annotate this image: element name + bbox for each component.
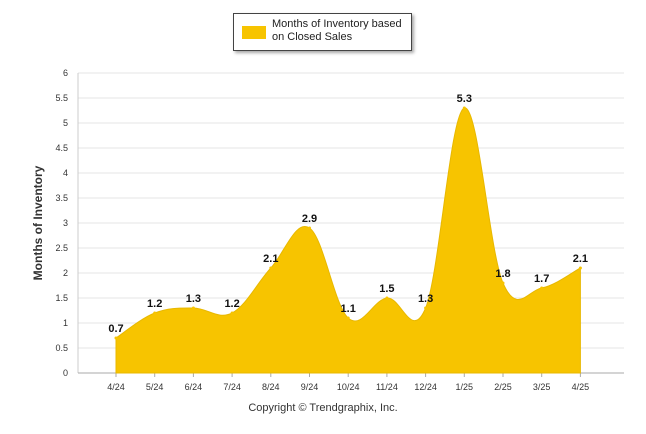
y-tick-labels: 0 0.5 1 1.5 2 2.5 3 3.5 4 4.5 5 5.5 6 xyxy=(55,68,68,378)
data-label: 2.1 xyxy=(573,253,588,265)
x-tick-labels: 4/24 5/24 6/24 7/24 8/24 9/24 10/24 11/24 12/24 1… xyxy=(107,373,589,392)
data-label: 1.7 xyxy=(534,273,549,285)
x-tick-label: 10/24 xyxy=(337,382,360,392)
x-tick-label: 2/25 xyxy=(494,382,512,392)
data-label: 1.1 xyxy=(341,303,356,315)
data-point xyxy=(424,306,428,310)
data-label: 2.9 xyxy=(302,213,317,225)
x-tick-label: 5/24 xyxy=(146,382,164,392)
y-axis-title: Months of Inventory xyxy=(31,165,45,280)
data-point xyxy=(385,296,389,300)
data-label: 1.5 xyxy=(379,283,394,295)
y-tick-label: 1 xyxy=(63,318,68,328)
data-point xyxy=(153,311,157,315)
x-tick-label: 7/24 xyxy=(223,382,241,392)
data-label: 2.1 xyxy=(263,253,278,265)
y-tick-label: 6 xyxy=(63,68,68,78)
x-tick-label: 3/25 xyxy=(533,382,551,392)
data-point xyxy=(501,281,505,285)
data-point xyxy=(191,306,195,310)
legend-swatch xyxy=(242,26,266,39)
data-point xyxy=(540,286,544,290)
y-tick-label: 0.5 xyxy=(55,343,68,353)
data-point xyxy=(346,316,350,320)
data-point xyxy=(462,106,466,110)
y-tick-label: 5.5 xyxy=(55,93,68,103)
data-label: 1.2 xyxy=(224,298,239,310)
y-tick-label: 5 xyxy=(63,118,68,128)
y-tick-label: 0 xyxy=(63,368,68,378)
x-tick-label: 11/24 xyxy=(376,382,398,392)
y-tick-label: 3.5 xyxy=(55,193,68,203)
x-tick-label: 4/24 xyxy=(107,382,125,392)
y-tick-label: 2.5 xyxy=(55,243,68,253)
y-tick-label: 4.5 xyxy=(55,143,68,153)
data-label: 1.3 xyxy=(186,293,201,305)
x-tick-label: 8/24 xyxy=(262,382,280,392)
y-tick-label: 2 xyxy=(63,268,68,278)
data-label: 0.7 xyxy=(108,323,123,335)
data-point xyxy=(269,266,273,270)
data-label: 5.3 xyxy=(457,93,472,105)
y-tick-label: 3 xyxy=(63,218,68,228)
legend: Months of Inventory based on Closed Sale… xyxy=(233,13,412,51)
data-label: 1.8 xyxy=(495,268,510,280)
copyright-text: Copyright © Trendgraphix, Inc. xyxy=(248,402,398,414)
data-point xyxy=(578,266,582,270)
data-point xyxy=(230,311,234,315)
x-tick-label: 4/25 xyxy=(572,382,590,392)
data-label: 1.3 xyxy=(418,293,433,305)
y-tick-label: 1.5 xyxy=(55,293,68,303)
grid-lines xyxy=(77,72,624,374)
x-tick-label: 9/24 xyxy=(301,382,319,392)
data-labels: 0.7 1.2 1.3 1.2 2.1 2.9 1.1 1.5 1.3 5.3 1.8 1.7 2.1 xyxy=(108,93,588,340)
data-point xyxy=(114,336,118,340)
x-tick-label: 12/24 xyxy=(414,382,437,392)
data-label: 1.2 xyxy=(147,298,162,310)
legend-label: Months of Inventory based on Closed Sale… xyxy=(272,18,402,43)
x-tick-label: 1/25 xyxy=(456,382,474,392)
data-point xyxy=(308,226,311,230)
x-tick-label: 6/24 xyxy=(185,382,203,392)
y-tick-label: 4 xyxy=(63,168,68,178)
